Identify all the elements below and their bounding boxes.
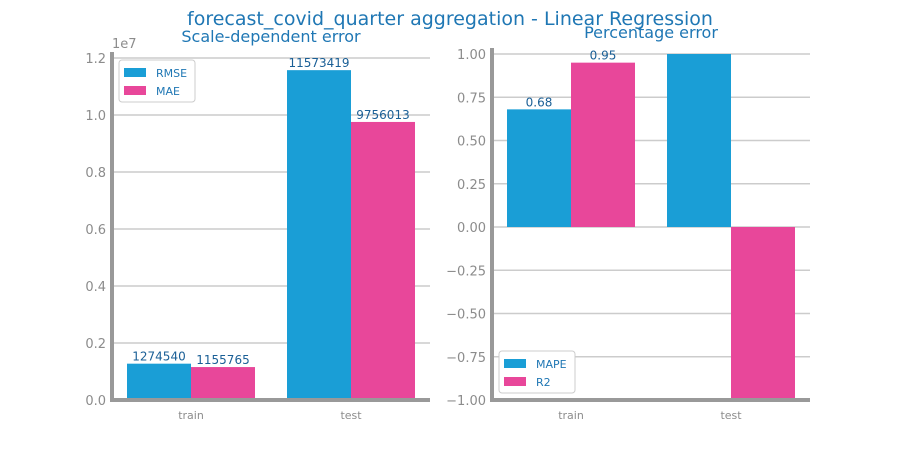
legend-label: MAE	[156, 85, 180, 98]
y-tick-label: 0.0	[85, 394, 106, 409]
scale-dependent-error-chart: 0.0 0.2 0.4 0.6 0.8 1.0 1.2 1e7 1274540 11573419 1…	[85, 27, 430, 422]
y-tick-label: −0.75	[446, 351, 486, 366]
bar-mae-train	[191, 367, 255, 400]
legend-swatch	[124, 68, 146, 77]
bar-r2-test	[731, 227, 795, 400]
data-label: 1274540	[132, 350, 185, 364]
y-tick-label: 0.00	[457, 221, 486, 236]
legend-swatch	[504, 359, 526, 368]
y-tick-label: −0.50	[446, 308, 486, 323]
legend-label: RMSE	[156, 67, 187, 80]
y-tick-label: 0.4	[85, 280, 106, 295]
y-tick-label: 0.6	[85, 223, 106, 238]
y-tick-label: 1.0	[85, 109, 106, 124]
axis-offset-label: 1e7	[112, 37, 137, 52]
bar-rmse-train	[127, 363, 191, 400]
x-tick-label: train	[178, 409, 204, 422]
chart-title: Scale-dependent error	[181, 27, 361, 46]
y-tick-label: 1.2	[85, 52, 106, 67]
data-label: 0.95	[590, 49, 617, 63]
bar-mape-test	[667, 54, 731, 227]
percentage-error-chart: −1.00 −0.75 −0.50 −0.25 0.00 0.25 0.50 0.75 1.00…	[446, 23, 810, 422]
legend: MAPE R2	[498, 350, 576, 394]
x-tick-label: test	[720, 409, 742, 422]
bar-rmse-test	[287, 70, 351, 400]
bar-mape-train	[507, 109, 571, 227]
y-tick-label: 0.2	[85, 337, 106, 352]
y-tick-label: 0.50	[457, 135, 486, 150]
data-label: 9756013	[356, 108, 409, 122]
chart-title: Percentage error	[584, 23, 718, 42]
y-tick-label: −0.25	[446, 264, 486, 279]
bar-mae-test	[351, 121, 415, 401]
data-label: 11573419	[288, 56, 349, 70]
legend-label: R2	[536, 376, 551, 389]
legend-swatch	[504, 377, 526, 386]
x-tick-label: train	[558, 409, 584, 422]
data-label: 1155765	[196, 353, 249, 367]
y-tick-label: 0.8	[85, 166, 106, 181]
data-label: 0.68	[526, 95, 553, 109]
legend-swatch	[124, 86, 146, 95]
legend-label: MAPE	[536, 358, 567, 371]
legend: RMSE MAE	[118, 59, 196, 103]
y-tick-label: 0.75	[457, 91, 486, 106]
y-tick-label: 0.25	[457, 178, 486, 193]
y-tick-label: 1.00	[457, 48, 486, 63]
figure-title: forecast_covid_quarter aggregation - Lin…	[187, 8, 713, 30]
y-tick-label: −1.00	[446, 394, 486, 409]
x-tick-label: test	[340, 409, 362, 422]
bar-r2-train	[571, 62, 635, 228]
